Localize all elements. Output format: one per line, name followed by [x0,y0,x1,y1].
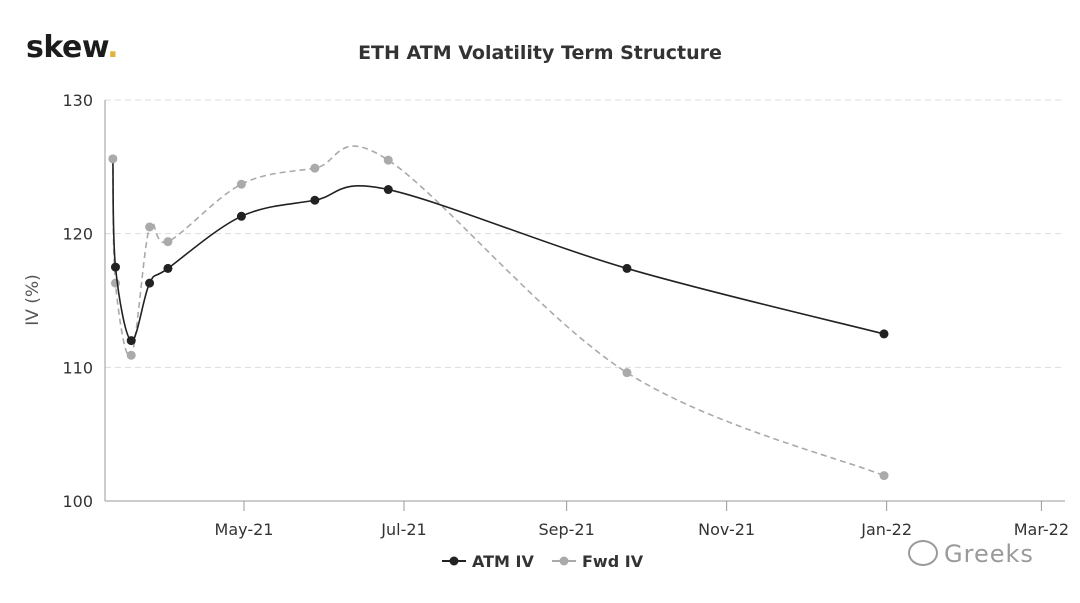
series-line-atm-iv [112,158,885,342]
y-tick-label: 110 [62,358,93,377]
y-axis-label: IV (%) [23,274,43,325]
brand-dot: . [107,30,119,65]
legend-label: Fwd IV [582,552,644,571]
series-line-fwd-iv [112,145,885,477]
data-point-atm-iv [145,278,155,288]
legend-marker [449,556,459,566]
legend-item-fwd-iv[interactable]: Fwd IV [552,552,644,571]
data-point-atm-iv [383,185,393,195]
legend[interactable]: ATM IV Fwd IV [442,552,644,571]
axes: 100 110 120 130 May-21 Jul-21 Sep-21 Nov-21 Jan-… [62,91,1069,539]
data-point-fwd-iv [622,368,632,378]
y-tick-label: 120 [62,225,93,244]
data-point-fwd-iv [383,155,393,165]
watermark-text: Greeks [944,540,1034,568]
legend-marker [559,556,569,566]
data-point-fwd-iv [236,179,246,189]
data-point-fwd-iv [110,278,120,288]
data-point-atm-iv [622,263,632,273]
watermark: Greeks [908,540,1034,568]
x-tick-label: Jan-22 [860,520,912,539]
legend-label: ATM IV [472,552,535,571]
data-point-atm-iv [310,195,320,205]
x-tick-label: Mar-22 [1014,520,1069,539]
data-point-fwd-iv [126,350,136,360]
data-point-atm-iv [236,211,246,221]
data-point-fwd-iv [879,471,889,481]
brand-name: skew [26,30,108,65]
data-point-fwd-iv [310,163,320,173]
legend-item-atm-iv[interactable]: ATM IV [442,552,535,571]
x-tick-label: Nov-21 [698,520,755,539]
data-point-atm-iv [163,263,173,273]
x-tick-label: May-21 [215,520,274,539]
wechat-icon [908,540,938,566]
x-tick-label: Jul-21 [380,520,426,539]
grid [105,99,1065,368]
y-tick-label: 130 [62,91,93,110]
data-point-atm-iv [126,336,136,346]
skew-logo: skew. [26,30,119,65]
data-point-fwd-iv [163,237,173,247]
data-point-atm-iv [110,262,120,272]
data-point-fwd-iv [145,222,155,232]
chart-title: ETH ATM Volatility Term Structure [358,42,722,64]
data-point-start [108,154,118,164]
y-tick-label: 100 [62,492,93,511]
x-tick-label: Sep-21 [538,520,594,539]
data-point-atm-iv [879,329,889,339]
series-layer [108,145,889,481]
